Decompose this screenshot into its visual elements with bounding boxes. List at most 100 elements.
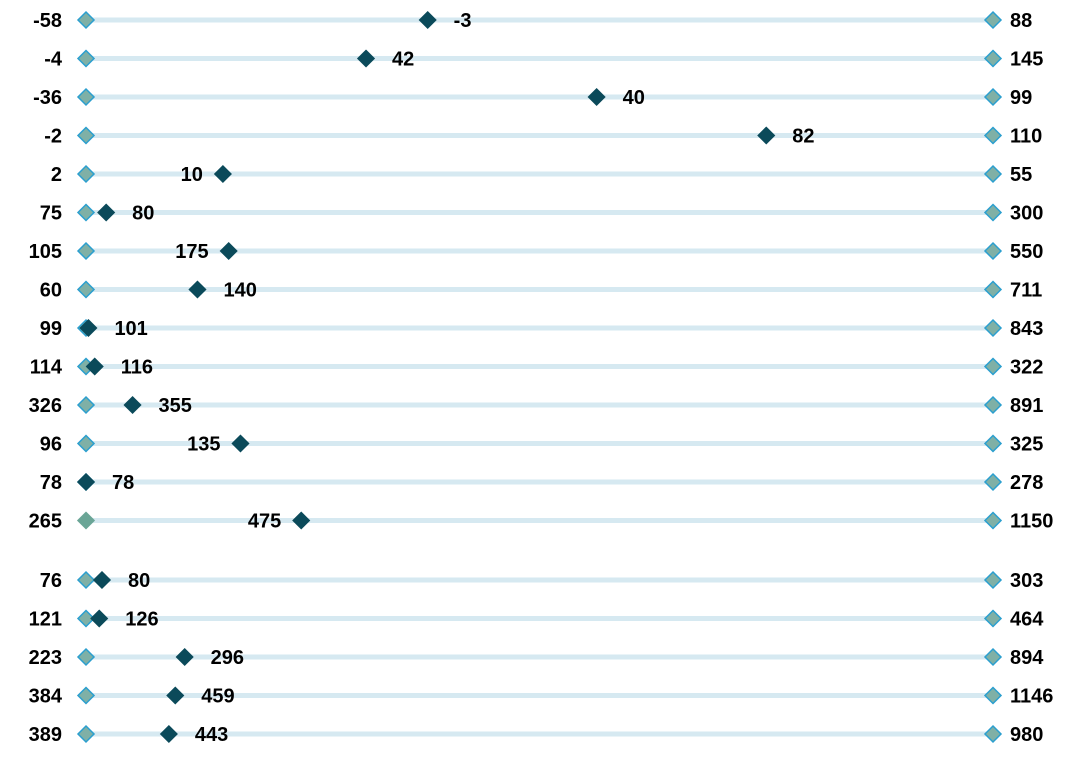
low-value-label: 223 bbox=[29, 647, 62, 669]
high-value-label: 891 bbox=[1010, 395, 1043, 417]
low-value-label: 265 bbox=[29, 511, 62, 533]
high-value-label: 711 bbox=[1010, 280, 1042, 302]
value-label: 296 bbox=[211, 647, 244, 669]
value-label: 40 bbox=[623, 87, 645, 109]
high-endpoint-marker bbox=[983, 472, 1003, 492]
high-endpoint-marker bbox=[983, 318, 1003, 338]
value-marker bbox=[292, 511, 311, 530]
value-marker bbox=[97, 203, 116, 222]
low-value-label: -58 bbox=[33, 10, 62, 32]
high-value-label: 88 bbox=[1010, 10, 1032, 32]
value-marker bbox=[587, 87, 606, 107]
value-marker bbox=[166, 686, 185, 705]
high-value-label: 843 bbox=[1010, 318, 1043, 340]
high-endpoint-marker bbox=[983, 87, 1003, 107]
high-endpoint-marker bbox=[983, 280, 1003, 299]
value-marker bbox=[85, 357, 104, 376]
high-value-label: 464 bbox=[1010, 609, 1044, 631]
high-value-label: 110 bbox=[1010, 126, 1042, 148]
low-value-label: 384 bbox=[29, 686, 63, 708]
high-endpoint-marker bbox=[983, 49, 1003, 68]
low-value-label: 60 bbox=[40, 280, 62, 302]
high-value-label: 1146 bbox=[1010, 686, 1053, 708]
value-label: 135 bbox=[187, 434, 220, 456]
high-value-label: 980 bbox=[1010, 724, 1043, 746]
value-marker bbox=[219, 241, 238, 261]
value-label: 80 bbox=[132, 203, 154, 225]
low-value-label: 121 bbox=[29, 609, 62, 631]
low-value-label: 75 bbox=[40, 203, 62, 225]
high-endpoint-marker bbox=[983, 395, 1003, 415]
high-endpoint-marker bbox=[983, 570, 1003, 590]
value-marker bbox=[213, 164, 232, 184]
low-value-label: 114 bbox=[30, 357, 63, 379]
low-endpoint-marker bbox=[76, 49, 96, 68]
low-endpoint-marker bbox=[76, 164, 96, 184]
low-endpoint-marker bbox=[76, 724, 96, 744]
high-value-label: 300 bbox=[1010, 203, 1043, 225]
high-value-label: 55 bbox=[1010, 164, 1032, 186]
high-value-label: 894 bbox=[1010, 647, 1044, 669]
low-value-label: 326 bbox=[29, 395, 62, 417]
low-endpoint-marker bbox=[76, 280, 96, 299]
value-label: -3 bbox=[454, 10, 472, 32]
low-value-label: 105 bbox=[29, 241, 62, 263]
low-endpoint-marker bbox=[76, 434, 96, 453]
value-label: 80 bbox=[128, 570, 150, 592]
value-label: 175 bbox=[175, 241, 208, 263]
value-label: 78 bbox=[112, 472, 134, 494]
value-marker bbox=[231, 434, 250, 453]
value-marker bbox=[90, 609, 109, 628]
low-value-label: 2 bbox=[51, 164, 62, 186]
value-label: 82 bbox=[792, 126, 814, 148]
low-endpoint-marker bbox=[76, 647, 96, 667]
value-label: 116 bbox=[121, 357, 153, 379]
high-endpoint-marker bbox=[983, 724, 1003, 744]
low-value-label: 76 bbox=[40, 570, 62, 592]
high-endpoint-marker bbox=[983, 357, 1003, 376]
value-marker bbox=[175, 647, 194, 667]
low-endpoint-marker bbox=[76, 87, 96, 107]
value-label: 42 bbox=[392, 49, 414, 71]
low-endpoint-marker bbox=[76, 241, 96, 261]
value-label: 459 bbox=[201, 686, 234, 708]
high-value-label: 322 bbox=[1010, 357, 1043, 379]
value-label: 355 bbox=[159, 395, 192, 417]
value-label: 101 bbox=[114, 318, 147, 340]
high-endpoint-marker bbox=[983, 434, 1003, 453]
high-endpoint-marker bbox=[983, 686, 1003, 705]
high-value-label: 99 bbox=[1010, 87, 1032, 109]
low-value-label: -36 bbox=[33, 87, 62, 109]
high-endpoint-marker bbox=[983, 609, 1003, 628]
low-value-label: 389 bbox=[29, 724, 62, 746]
value-marker bbox=[123, 395, 142, 415]
high-endpoint-marker bbox=[983, 241, 1003, 261]
high-value-label: 325 bbox=[1010, 434, 1043, 456]
high-endpoint-marker bbox=[983, 164, 1003, 184]
low-endpoint-marker bbox=[76, 609, 96, 628]
value-marker bbox=[76, 472, 96, 492]
high-endpoint-marker bbox=[983, 647, 1003, 667]
low-value-label: 78 bbox=[40, 472, 62, 494]
high-value-label: 550 bbox=[1010, 241, 1043, 263]
low-value-label: 99 bbox=[40, 318, 62, 340]
low-value-label: -2 bbox=[44, 126, 62, 148]
high-endpoint-marker bbox=[983, 203, 1003, 222]
value-label: 10 bbox=[181, 164, 203, 186]
value-marker bbox=[188, 280, 207, 299]
low-endpoint-marker bbox=[76, 686, 96, 705]
high-value-label: 278 bbox=[1010, 472, 1043, 494]
value-label: 443 bbox=[195, 724, 228, 746]
low-value-label: 96 bbox=[40, 434, 62, 456]
value-marker bbox=[757, 126, 776, 145]
value-label: 140 bbox=[223, 280, 256, 302]
high-value-label: 303 bbox=[1010, 570, 1043, 592]
low-endpoint-marker bbox=[76, 395, 96, 415]
low-endpoint-marker bbox=[76, 10, 96, 30]
high-endpoint-marker bbox=[983, 10, 1003, 30]
high-endpoint-marker bbox=[983, 126, 1003, 145]
value-marker bbox=[92, 570, 112, 590]
value-label: 475 bbox=[248, 511, 281, 533]
high-endpoint-marker bbox=[983, 511, 1003, 530]
value-marker bbox=[79, 318, 98, 338]
